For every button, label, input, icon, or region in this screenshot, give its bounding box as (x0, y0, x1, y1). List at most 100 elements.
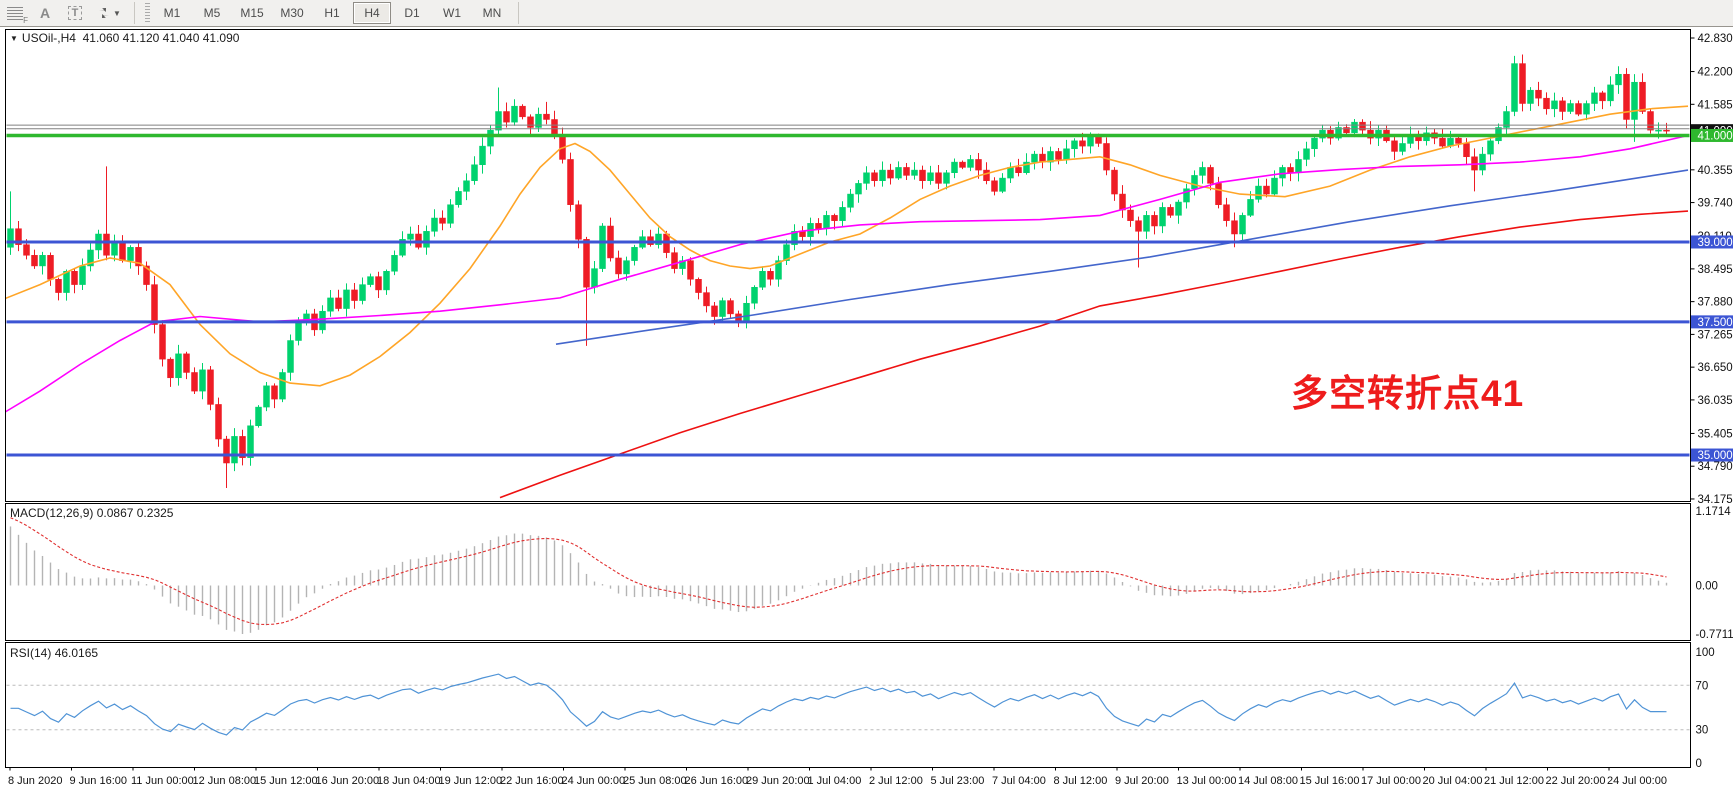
time-axis-label: 8 Jun 2020 (8, 775, 62, 787)
time-axis-label: 15 Jun 12:00 (254, 775, 318, 787)
time-axis-label: 9 Jun 16:00 (70, 775, 128, 787)
price-axis-label: 34.175 (1698, 494, 1733, 506)
grid-dots-glyph (7, 6, 28, 25)
time-axis-label: 25 Jun 08:00 (623, 775, 687, 787)
rsi-indicator-label: RSI(14) 46.0165 (10, 646, 98, 660)
macd-indicator-label: MACD(12,26,9) 0.0867 0.2325 (10, 506, 173, 520)
timeframe-button-M1[interactable]: M1 (163, 6, 181, 20)
diagonal-arrows-glyph (99, 8, 110, 18)
toolbar-separator (518, 2, 519, 24)
time-axis-label: 22 Jun 16:00 (500, 775, 564, 787)
price-axis-label: 37.265 (1698, 329, 1733, 341)
rsi-line (10, 673, 1667, 736)
price-axis-label: 42.200 (1698, 67, 1733, 79)
time-axis-label: 16 Jun 20:00 (316, 775, 380, 787)
price-box-label: 35.000 (1698, 450, 1733, 462)
time-axis-label: 9 Jul 20:00 (1115, 775, 1169, 787)
macd-panel[interactable] (9, 517, 1668, 634)
time-axis-label: 20 Jul 04:00 (1423, 775, 1483, 787)
time-axis-label: 21 Jul 12:00 (1484, 775, 1544, 787)
ma-fast-orange (6, 105, 1689, 387)
time-axis-label: 5 Jul 23:00 (931, 775, 985, 787)
price-axis-label: 37.880 (1698, 297, 1733, 309)
time-axis-label: 13 Jul 00:00 (1177, 775, 1237, 787)
panel-frame (5, 503, 1691, 641)
rsi-panel[interactable] (6, 673, 1690, 736)
ma-mid-magenta (6, 134, 1689, 413)
candlestick-series[interactable] (0, 54, 1690, 499)
timeframe-button-H1[interactable]: H1 (324, 6, 340, 20)
time-axis-label: 15 Jul 16:00 (1300, 775, 1360, 787)
text-label-icon[interactable]: A (32, 3, 58, 24)
ma-long-red (499, 210, 1689, 499)
chart-ohlc-values: 41.060 41.120 41.040 41.090 (82, 31, 240, 45)
price-box (1691, 448, 1733, 462)
time-axis-label: 8 Jul 12:00 (1054, 775, 1108, 787)
price-box (1691, 235, 1733, 249)
dropdown-caret-icon[interactable]: ▼ (113, 8, 121, 18)
chart-text-annotation[interactable]: 多空转折点41 (1291, 373, 1525, 414)
panel-frame (5, 642, 1691, 768)
rsi-value: 46.0165 (54, 646, 99, 660)
macd-scale-label: 1.1714 (1696, 506, 1732, 518)
price-axis-label: 41.585 (1698, 99, 1733, 111)
price-box (1691, 315, 1733, 329)
time-axis-label: 14 Jul 08:00 (1238, 775, 1298, 787)
toolbar: A T ▼ M1 M5 M15 M30 H1 H4 D1 W1 MN (0, 0, 1733, 27)
macd-scale-label: 0.00 (1696, 581, 1718, 593)
chart-symbol-timeframe: USOil-,H4 (21, 31, 76, 45)
rsi-scale-label: 30 (1696, 725, 1709, 737)
time-axis-label: 2 Jul 12:00 (869, 775, 923, 787)
price-axis-label: 39.740 (1698, 198, 1733, 210)
macd-name: MACD(12,26,9) (10, 506, 94, 520)
price-axis-label: 36.650 (1698, 362, 1733, 374)
text-box-icon[interactable]: T (62, 3, 88, 24)
rsi-scale-label: 100 (1696, 647, 1715, 659)
collapse-triangle-icon[interactable]: ▼ (10, 34, 18, 43)
time-axis-label: 24 Jun 00:00 (562, 775, 626, 787)
cursor-arrows-icon[interactable]: ▼ (92, 3, 126, 24)
time-axis-label: 1 Jul 04:00 (808, 775, 862, 787)
rsi-scale-label: 0 (1696, 758, 1702, 770)
time-axis-label: 7 Jul 04:00 (992, 775, 1046, 787)
toolbar-drag-handle[interactable] (145, 3, 150, 23)
macd-signal-line (10, 517, 1667, 626)
template-grid-icon[interactable] (2, 3, 28, 25)
price-axis-label: 36.035 (1698, 395, 1733, 407)
timeframe-button-M30[interactable]: M30 (280, 6, 304, 20)
timeframe-button-MN[interactable]: MN (482, 6, 502, 20)
price-box-label: 39.000 (1698, 237, 1733, 249)
timeframe-button-H4[interactable]: H4 (353, 2, 391, 24)
toolbar-separator (134, 2, 135, 24)
time-axis-label: 19 Jun 12:00 (439, 775, 503, 787)
time-axis-label: 12 Jun 08:00 (193, 775, 257, 787)
macd-scale-label: -0.7711 (1696, 629, 1733, 641)
price-box-label: 41.000 (1698, 130, 1733, 142)
ma-slow-blue (555, 169, 1689, 345)
chart-title: ▼ USOil-,H4 41.060 41.120 41.040 41.090 (10, 31, 239, 45)
rsi-name: RSI(14) (10, 646, 52, 660)
time-axis-label: 17 Jul 00:00 (1361, 775, 1421, 787)
time-axis-label: 22 Jul 20:00 (1546, 775, 1606, 787)
time-axis-label: 24 Jul 00:00 (1607, 775, 1667, 787)
timeframe-button-M15[interactable]: M15 (240, 6, 264, 20)
timeframe-button-group: M1 M5 M15 M30 H1 H4 D1 W1 MN (152, 2, 512, 24)
price-axis-label: 35.405 (1698, 428, 1733, 440)
price-axis-label: 38.495 (1698, 264, 1733, 276)
timeframe-button-W1[interactable]: W1 (443, 6, 461, 20)
time-axis-label: 26 Jun 16:00 (685, 775, 749, 787)
letter-t-glyph: T (67, 6, 83, 20)
timeframe-button-M5[interactable]: M5 (203, 6, 221, 20)
time-axis-label: 11 Jun 00:00 (131, 775, 194, 787)
price-box (1691, 128, 1733, 142)
rsi-scale-label: 70 (1696, 680, 1709, 692)
timeframe-button-D1[interactable]: D1 (404, 6, 420, 20)
price-axis-label: 34.790 (1698, 461, 1733, 473)
price-axis-label: 40.355 (1698, 165, 1733, 177)
panel-frame (5, 29, 1691, 502)
price-box-label: 37.500 (1698, 317, 1733, 329)
time-axis-label: 18 Jun 04:00 (377, 775, 441, 787)
price-axis-label: 42.830 (1698, 33, 1733, 45)
